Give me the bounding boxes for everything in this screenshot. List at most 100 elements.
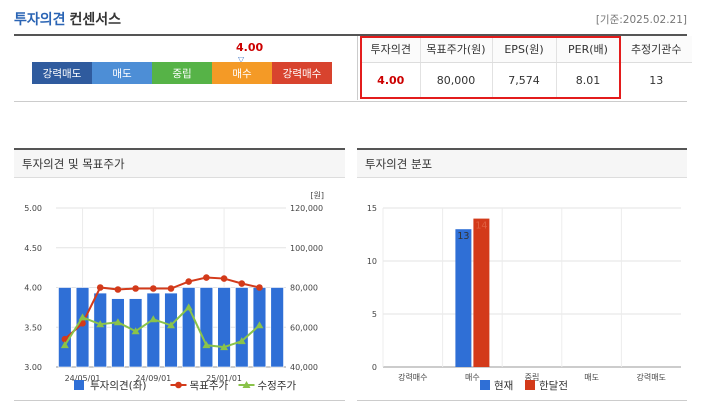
opinion-scale-segment: 강력매수 [272,62,332,84]
opinion-bar [199,287,214,368]
y-right-tick-label: 60,000 [290,323,318,332]
header-opinion: 투자의견 [362,36,420,63]
y-left-tick-label: 3.50 [24,323,42,332]
x-tick-label: 강력매수 [398,372,427,382]
target-price-point [96,284,104,291]
opinion-bar [93,292,107,368]
value-estimate-count: 13 [619,62,692,98]
target-price-point [256,284,263,291]
opinion-scale-segment: 강력매도 [32,62,92,84]
panel-title: 투자의견 분포 [357,150,687,178]
panel-bottom-line [14,400,345,401]
legend-marker [175,381,182,389]
x-tick-label: 중립 [525,373,540,382]
opinion-bar [270,287,284,368]
x-tick-label: 강력매도 [636,372,665,382]
value-opinion: 4.00 [377,73,405,87]
target-price-point [203,274,210,281]
reference-date: [기준:2025.02.21] [595,14,687,26]
header-per: PER(배) [555,36,620,63]
opinion-target-price-chart: 3.00 3.50 4.00 4.50 5.00 40,000 60,000 80,000 10… [24,191,324,392]
opinion-marker-value: 4.00 [236,41,264,54]
highlight-box [360,36,621,99]
legend-marker [480,380,490,390]
y-right-tick-label: 40,000 [290,363,318,372]
bar-value-label: 13 [457,231,469,242]
legend-marker [74,380,84,390]
opinion-bar [111,298,125,368]
target-price-point [114,286,122,293]
legend-label: 목표주가 [190,380,229,392]
opinion-bar [217,287,231,368]
x-tick-label: 24/09/01 [135,374,171,383]
legend-label: 수정주가 [258,380,297,392]
target-price-point [220,275,228,282]
opinion-bar [164,292,178,368]
target-price-point [132,285,139,292]
x-tick-label: 24/05/01 [65,374,101,383]
adjusted-price-point [255,321,264,329]
legend-label: 투자의견(좌) [90,380,147,392]
current-bar [455,229,472,367]
opinion-bar [58,287,72,368]
month-ago-bar [473,218,490,367]
y-left-tick-label: 4.50 [24,244,42,253]
adjusted-price-point [167,321,175,329]
y-right-tick-label: 80,000 [290,284,318,293]
adjusted-price-point [184,303,193,311]
panel-bottom-line [357,400,687,401]
y-right-tick-label: 100,000 [290,244,323,253]
x-tick-label: 매도 [584,373,599,382]
legend-label: 한달전 [539,380,568,392]
header-eps: EPS(원) [491,36,556,63]
y-left-tick-label: 4.00 [24,284,42,293]
adjusted-price-point [202,341,211,349]
target-price-point [238,280,246,287]
opinion-bar [235,287,249,368]
adjusted-price-point [78,313,87,321]
opinion-scale-bar: 강력매도 매도 중립 매수 강력매수 [32,62,332,84]
bar-value-label: 14 [475,221,487,232]
y-left-tick-label: 5.00 [24,204,42,213]
adjusted-price-point [96,320,105,328]
consensus-summary-table: 투자의견 목표주가(원) EPS(원) PER(배) 추정기관수 4.00 80… [362,36,692,98]
opinion-target-price-panel: 투자의견 및 목표주가 3.00 3.50 4.00 4.50 5.00 40,000 60… [14,148,345,401]
vertical-divider [357,36,358,100]
legend-label: 현재 [494,380,513,392]
title-investment-opinion: 투자의견 [14,12,66,28]
section-title: 투자의견 컨센서스 [14,9,121,29]
opinion-bar [182,287,196,368]
target-price-point [185,278,192,285]
adjusted-price-point [60,341,69,349]
opinion-distribution-panel: 투자의견 분포 0 5 10 15 강력매수 매수 13 14 중립 매도 강력매도 현재 한달전 [357,148,687,401]
value-target-price: 80,000 [419,62,492,98]
y-right-tick-label: 120,000 [290,204,323,213]
legend-marker [525,380,535,390]
adjusted-price-point [237,337,246,345]
adjusted-price-point [149,315,158,323]
summary-bottom-divider [14,101,687,102]
top-divider [14,34,687,36]
opinion-scale-segment: 매수 [212,62,272,84]
adjusted-price-point [220,343,229,351]
y-left-tick-label: 3.00 [24,363,42,372]
target-price-point [167,285,175,292]
opinion-bar [146,292,160,368]
title-consensus: 컨센서스 [69,12,122,28]
y-tick-label: 5 [372,310,377,319]
header-estimate-count: 추정기관수 [619,36,692,63]
opinion-marker-triangle-icon: ▽ [238,55,245,64]
opinion-scale-segment: 매도 [92,62,152,84]
opinion-scale-segment: 중립 [152,62,212,84]
target-price-point [150,285,157,292]
panel-title: 투자의견 및 목표주가 [14,150,345,178]
value-per: 8.01 [555,62,620,98]
y-tick-label: 15 [367,204,377,213]
adjusted-price-line [64,305,261,349]
y-tick-label: 10 [367,257,377,266]
x-tick-label: 매수 [465,373,480,382]
x-tick-label: 25/01/01 [206,374,242,383]
adjusted-price-point [113,318,122,326]
adjusted-price-point [131,327,140,335]
